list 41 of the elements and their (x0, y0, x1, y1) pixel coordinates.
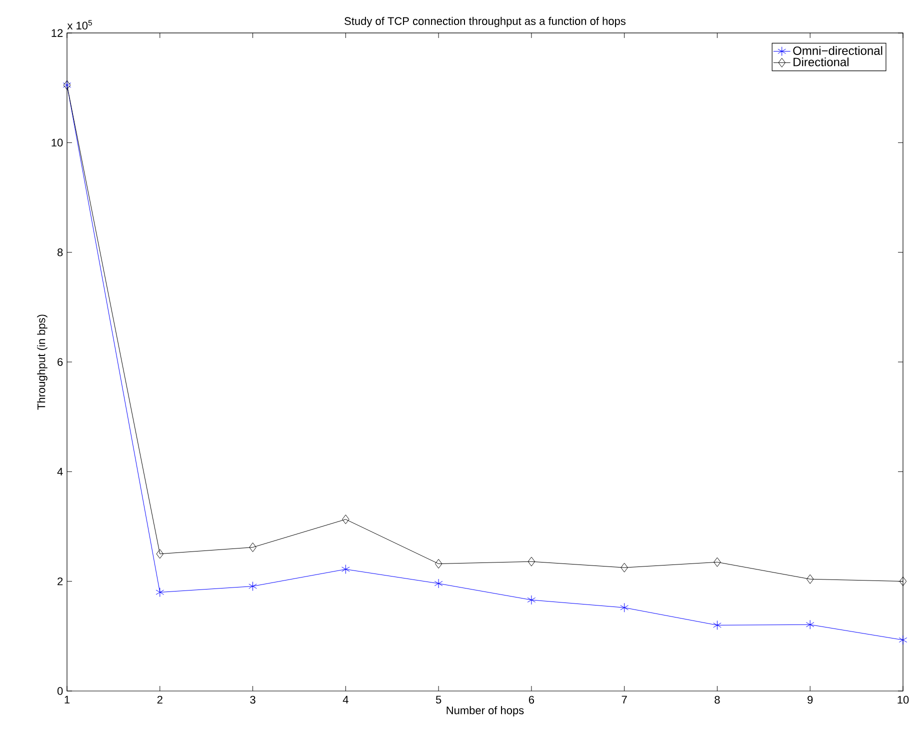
x-tick-label: 4 (342, 696, 348, 704)
x-tick-label: 1 (64, 696, 70, 704)
point (806, 574, 814, 584)
y-tick-label: 2 (58, 577, 63, 586)
y-axis-title: Throughput (in bps) (37, 314, 48, 410)
x-tick-label: 6 (528, 696, 534, 704)
x-tick-label: 9 (808, 696, 813, 704)
x-tick-label: 2 (157, 696, 162, 704)
point (527, 595, 536, 605)
y-tick-label: 4 (57, 468, 63, 476)
point (714, 557, 721, 567)
x-tick-label: 8 (714, 696, 720, 704)
y-tick-label: 6 (58, 358, 63, 366)
y-tick-label: 8 (58, 248, 63, 256)
x-axis-title: Number of hops (446, 706, 524, 716)
legend-label: Omni−directional (793, 46, 882, 55)
y-tick-label: 10 (52, 138, 63, 147)
chart-title: Study of TCP connection throughput as a function of hops (344, 16, 626, 28)
point (899, 576, 907, 586)
point (898, 635, 908, 645)
point (342, 564, 350, 574)
x-tick-label: 5 (436, 696, 442, 704)
x-tick-label: 3 (250, 696, 256, 704)
x-tick-label: 7 (622, 696, 627, 704)
point (528, 556, 536, 566)
point (249, 542, 256, 552)
point (434, 559, 442, 569)
y-tick-label: 12 (52, 29, 63, 37)
x-tick-label: 10 (898, 696, 909, 704)
point (620, 602, 628, 612)
point (156, 549, 164, 559)
point (620, 562, 628, 572)
point (248, 582, 257, 592)
text: x 10$^{5}$ (67, 20, 92, 30)
y-tick-label: 0 (57, 687, 63, 695)
legend-label: Directional (794, 57, 848, 66)
point (434, 578, 443, 588)
point (342, 514, 350, 524)
point (806, 620, 814, 630)
point (713, 620, 722, 630)
point (156, 588, 164, 598)
